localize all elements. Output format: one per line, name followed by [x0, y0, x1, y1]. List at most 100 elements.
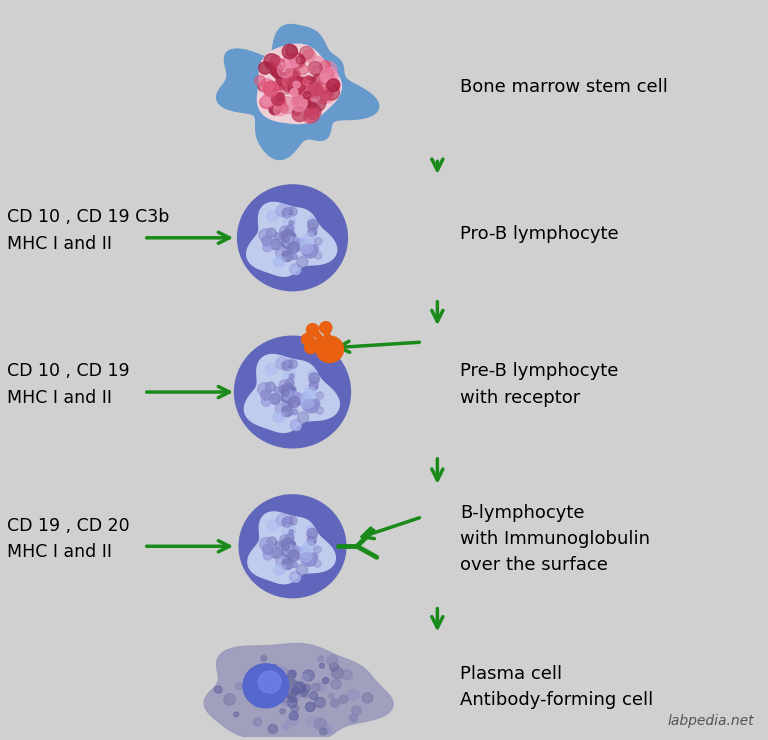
Circle shape — [304, 387, 316, 399]
Circle shape — [290, 263, 301, 275]
Circle shape — [352, 706, 361, 715]
Circle shape — [265, 83, 276, 93]
Circle shape — [300, 553, 314, 566]
Circle shape — [283, 392, 292, 400]
Circle shape — [235, 683, 242, 690]
Circle shape — [309, 553, 318, 562]
Circle shape — [292, 76, 302, 86]
Circle shape — [303, 400, 314, 411]
Text: CD 10 , CD 19
MHC I and II: CD 10 , CD 19 MHC I and II — [7, 363, 129, 407]
Circle shape — [312, 74, 324, 86]
Circle shape — [296, 257, 308, 267]
Circle shape — [309, 56, 325, 72]
Circle shape — [323, 725, 332, 733]
Circle shape — [286, 246, 294, 252]
Circle shape — [321, 68, 338, 84]
Circle shape — [315, 238, 322, 245]
Circle shape — [283, 238, 292, 246]
Circle shape — [331, 679, 341, 689]
Circle shape — [311, 399, 319, 408]
Circle shape — [362, 693, 372, 703]
Circle shape — [282, 559, 293, 570]
Circle shape — [302, 334, 314, 346]
Circle shape — [276, 73, 290, 86]
Circle shape — [314, 718, 326, 730]
Circle shape — [270, 675, 280, 684]
Circle shape — [299, 93, 306, 100]
Circle shape — [304, 108, 319, 123]
Circle shape — [293, 684, 305, 695]
Circle shape — [279, 386, 286, 392]
Circle shape — [290, 221, 293, 225]
Circle shape — [303, 233, 316, 245]
Circle shape — [237, 185, 347, 291]
Circle shape — [285, 232, 294, 241]
Circle shape — [263, 672, 275, 683]
Circle shape — [287, 77, 305, 95]
Circle shape — [274, 565, 285, 575]
Circle shape — [292, 107, 307, 121]
Circle shape — [301, 396, 313, 408]
Circle shape — [313, 85, 323, 94]
Circle shape — [287, 670, 296, 679]
Circle shape — [293, 267, 300, 275]
Circle shape — [300, 241, 313, 254]
Circle shape — [281, 383, 295, 397]
Circle shape — [300, 392, 311, 403]
Circle shape — [276, 556, 286, 566]
Circle shape — [234, 336, 350, 448]
Circle shape — [293, 423, 300, 431]
Circle shape — [326, 79, 333, 87]
Circle shape — [285, 225, 294, 234]
Circle shape — [293, 92, 311, 110]
Circle shape — [288, 692, 294, 699]
Circle shape — [282, 209, 292, 218]
Circle shape — [283, 548, 290, 556]
Circle shape — [286, 360, 293, 366]
Circle shape — [323, 84, 339, 100]
Circle shape — [303, 91, 311, 99]
Circle shape — [319, 322, 332, 334]
Circle shape — [273, 257, 285, 267]
Circle shape — [288, 242, 300, 253]
Circle shape — [282, 208, 293, 218]
Circle shape — [277, 63, 293, 78]
Circle shape — [281, 547, 286, 552]
Circle shape — [276, 667, 288, 677]
Circle shape — [288, 69, 300, 80]
Circle shape — [277, 693, 284, 699]
Text: Plasma cell
Antibody-forming cell: Plasma cell Antibody-forming cell — [460, 665, 654, 710]
Circle shape — [279, 545, 291, 556]
Circle shape — [332, 667, 343, 679]
Circle shape — [293, 693, 299, 698]
Circle shape — [312, 76, 323, 87]
Text: CD 19 , CD 20
MHC I and II: CD 19 , CD 20 MHC I and II — [7, 517, 129, 561]
Circle shape — [284, 542, 294, 551]
Circle shape — [287, 545, 300, 557]
Circle shape — [290, 232, 296, 239]
Circle shape — [266, 228, 276, 238]
Circle shape — [288, 237, 300, 249]
Text: Bone marrow stem cell: Bone marrow stem cell — [460, 78, 668, 96]
Circle shape — [293, 575, 300, 582]
Circle shape — [288, 76, 306, 94]
Circle shape — [282, 246, 293, 255]
Circle shape — [293, 81, 300, 88]
Circle shape — [285, 386, 294, 395]
Circle shape — [304, 75, 312, 83]
Circle shape — [308, 228, 316, 236]
Circle shape — [270, 724, 277, 731]
Circle shape — [287, 400, 293, 405]
Circle shape — [270, 548, 282, 558]
Circle shape — [303, 79, 309, 85]
Circle shape — [261, 656, 266, 662]
Circle shape — [316, 91, 330, 104]
Circle shape — [297, 104, 304, 111]
Circle shape — [291, 238, 303, 249]
Circle shape — [293, 688, 300, 695]
Circle shape — [273, 676, 281, 683]
Circle shape — [284, 73, 296, 84]
Circle shape — [262, 94, 275, 107]
Circle shape — [273, 97, 286, 110]
Circle shape — [287, 400, 294, 407]
